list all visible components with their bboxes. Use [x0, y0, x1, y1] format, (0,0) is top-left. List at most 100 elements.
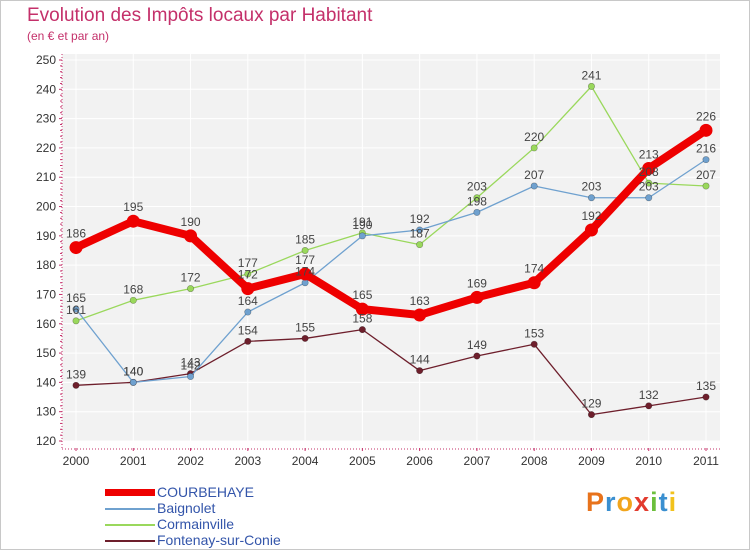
data-label-baignolet: 190: [352, 218, 372, 232]
data-point-cormainville: [301, 247, 309, 255]
data-label-cormainville: 203: [467, 180, 487, 194]
data-label-fontenay-sur-conie: 149: [467, 338, 487, 352]
legend-label: Cormainville: [157, 516, 235, 532]
x-tick-label: 2006: [406, 454, 433, 468]
data-label-courbehaye: 177: [295, 253, 315, 267]
grid: [62, 54, 720, 442]
data-label-fontenay-sur-conie: 139: [66, 367, 86, 381]
data-point-baignolet: [129, 378, 137, 386]
data-label-fontenay-sur-conie: 140: [123, 364, 143, 378]
data-label-baignolet: 140: [123, 364, 143, 378]
x-tick-label: 2008: [521, 454, 548, 468]
data-point-fontenay-sur-conie: [587, 411, 595, 419]
axes: 120 130 140 150 160 170 180 190 200 210 220 230 240 2…: [36, 53, 720, 468]
series: [69, 82, 713, 419]
data-label-baignolet: 164: [238, 294, 258, 308]
data-label-fontenay-sur-conie: 154: [238, 323, 258, 337]
data-label-baignolet: 203: [639, 180, 659, 194]
data-label-courbehaye: 172: [238, 268, 258, 282]
legend-label: Baignolet: [157, 500, 216, 516]
data-label-baignolet: 174: [295, 265, 315, 279]
data-point-baignolet: [530, 182, 538, 190]
data-label-fontenay-sur-conie: 129: [581, 397, 601, 411]
y-tick-label: 140: [36, 375, 56, 389]
data-label-fontenay-sur-conie: 132: [639, 388, 659, 402]
x-tick-label: 2001: [120, 454, 147, 468]
legend-swatch: [105, 524, 155, 526]
data-point-baignolet: [244, 308, 252, 316]
data-point-baignolet: [301, 279, 309, 287]
data-point-baignolet: [702, 156, 710, 164]
data-point-courbehaye: [126, 214, 140, 228]
data-point-cormainville: [187, 285, 195, 293]
data-point-fontenay-sur-conie: [72, 381, 80, 389]
legend-label: Fontenay-sur-Conie: [157, 532, 281, 548]
data-point-courbehaye: [355, 302, 369, 316]
data-label-cormainville: 172: [181, 271, 201, 285]
data-label-cormainville: 187: [410, 227, 430, 241]
data-point-courbehaye: [413, 308, 427, 322]
data-label-baignolet: 207: [524, 168, 544, 182]
y-tick-label: 240: [36, 82, 56, 96]
data-point-cormainville: [702, 182, 710, 190]
data-point-courbehaye: [69, 241, 83, 255]
y-tick-label: 230: [36, 112, 56, 126]
data-point-baignolet: [645, 194, 653, 202]
data-label-fontenay-sur-conie: 155: [295, 320, 315, 334]
y-tick-label: 210: [36, 170, 56, 184]
data-label-baignolet: 198: [467, 194, 487, 208]
y-tick-label: 150: [36, 346, 56, 360]
x-tick-label: 2003: [234, 454, 261, 468]
data-label-cormainville: 241: [581, 68, 601, 82]
data-label-courbehaye: 169: [467, 276, 487, 290]
y-tick-label: 130: [36, 405, 56, 419]
data-point-cormainville: [530, 144, 538, 152]
x-tick-label: 2005: [349, 454, 376, 468]
data-label-cormainville: 185: [295, 233, 315, 247]
data-point-baignolet: [473, 208, 481, 216]
x-tick-label: 2010: [635, 454, 662, 468]
data-label-courbehaye: 213: [639, 147, 659, 161]
x-tick-label: 2009: [578, 454, 605, 468]
data-point-fontenay-sur-conie: [702, 393, 710, 401]
chart-subtitle: (en € et par an): [27, 29, 110, 43]
series-line-cormainville: [75, 85, 707, 322]
data-label-cormainville: 191: [352, 215, 372, 229]
data-point-fontenay-sur-conie: [530, 340, 538, 348]
x-tick-label: 2000: [63, 454, 90, 468]
data-point-cormainville: [473, 194, 481, 202]
data-point-courbehaye: [527, 276, 541, 290]
data-point-baignolet: [72, 305, 80, 313]
plot-area: [62, 54, 720, 441]
data-label-cormainville: 168: [123, 282, 143, 296]
y-tick-label: 250: [36, 53, 56, 67]
proxiti-logo: Proxiti: [586, 487, 678, 517]
data-point-baignolet: [587, 194, 595, 202]
data-point-cormainville: [72, 317, 80, 325]
y-tick-label: 170: [36, 287, 56, 301]
data-label-cormainville: 207: [696, 168, 716, 182]
data-label-cormainville: 161: [66, 303, 86, 317]
y-tick-label: 200: [36, 200, 56, 214]
data-label-courbehaye: 186: [66, 227, 86, 241]
data-point-courbehaye: [642, 161, 656, 175]
x-tick-label: 2004: [292, 454, 319, 468]
data-point-courbehaye: [699, 123, 713, 137]
data-label-cormainville: 177: [238, 256, 258, 270]
data-label-cormainville: 208: [639, 165, 659, 179]
data-point-fontenay-sur-conie: [416, 367, 424, 375]
data-point-courbehaye: [470, 290, 484, 304]
series-line-baignolet: [75, 158, 707, 384]
data-label-courbehaye: 226: [696, 109, 716, 123]
data-label-courbehaye: 195: [123, 200, 143, 214]
data-point-fontenay-sur-conie: [358, 326, 366, 334]
data-label-fontenay-sur-conie: 158: [352, 312, 372, 326]
legend-swatch: [105, 489, 155, 496]
data-point-baignolet: [416, 226, 424, 234]
y-tick-label: 180: [36, 258, 56, 272]
data-point-cormainville: [416, 241, 424, 249]
data-point-cormainville: [645, 179, 653, 187]
data-point-baignolet: [358, 232, 366, 240]
